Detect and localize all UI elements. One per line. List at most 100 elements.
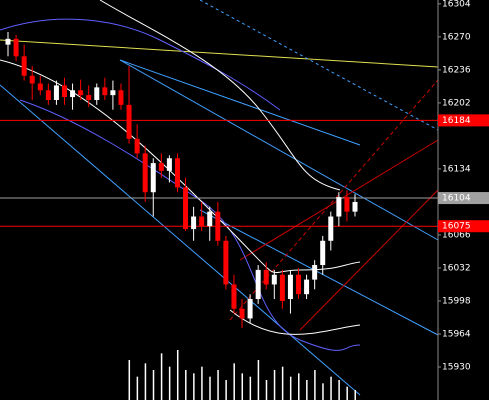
volume-bar bbox=[136, 376, 139, 400]
channel-line bbox=[0, 84, 361, 396]
candle-body bbox=[126, 104, 132, 139]
volume-bar bbox=[241, 373, 244, 400]
candle-body bbox=[255, 269, 261, 300]
candle-body bbox=[191, 216, 197, 230]
volume-bar bbox=[354, 390, 356, 400]
candle-body bbox=[312, 265, 318, 280]
volume-bar bbox=[233, 363, 235, 400]
volume-bar bbox=[193, 373, 195, 400]
volume-bar bbox=[144, 363, 147, 400]
candle-body bbox=[231, 284, 237, 309]
candle-body bbox=[53, 85, 59, 100]
level-tag bbox=[438, 220, 489, 233]
volume-bar bbox=[306, 380, 308, 400]
y-tick-label: 15998 bbox=[442, 296, 471, 306]
level-label: 16104 bbox=[442, 194, 471, 204]
candle-body bbox=[150, 163, 156, 193]
volume-bar bbox=[128, 360, 131, 400]
trend-line bbox=[0, 39, 439, 68]
volume-bar bbox=[176, 350, 179, 400]
candle-body bbox=[110, 90, 116, 96]
candle-body bbox=[166, 158, 172, 171]
y-tick-label: 16304 bbox=[442, 0, 471, 9]
candle-body bbox=[5, 38, 11, 45]
volume-bar bbox=[160, 353, 163, 400]
volume-bar bbox=[346, 386, 348, 400]
candle-body bbox=[344, 197, 350, 212]
candle-body bbox=[45, 90, 51, 100]
channel-line bbox=[119, 59, 361, 146]
candle-body bbox=[247, 299, 253, 319]
candle-body bbox=[78, 90, 84, 96]
candle-body bbox=[134, 138, 140, 154]
band-line bbox=[0, 59, 361, 274]
candle-body bbox=[37, 83, 43, 91]
band-line bbox=[0, 18, 281, 111]
candle-body bbox=[61, 85, 67, 98]
candle-body bbox=[207, 211, 213, 227]
fork-line bbox=[299, 189, 439, 331]
candle-body bbox=[263, 269, 269, 285]
candle-body bbox=[118, 90, 124, 105]
candle-body bbox=[94, 87, 100, 100]
volume-bar bbox=[249, 376, 252, 400]
candle-body bbox=[304, 279, 310, 295]
volume-bar bbox=[298, 373, 300, 400]
y-tick-label: 16032 bbox=[442, 263, 471, 273]
candle-body bbox=[320, 240, 326, 266]
candle-body bbox=[336, 197, 342, 217]
candle-body bbox=[158, 163, 164, 171]
level-label: 16075 bbox=[442, 222, 471, 232]
candle-body bbox=[183, 187, 189, 230]
candle-body bbox=[21, 56, 27, 76]
volume-bar bbox=[185, 370, 187, 400]
candle-body bbox=[239, 308, 245, 319]
volume-bar bbox=[168, 366, 171, 400]
candle-body bbox=[174, 158, 180, 188]
candle-body bbox=[223, 240, 229, 285]
volume-bar bbox=[217, 370, 219, 400]
candle-body bbox=[271, 274, 277, 285]
candle-body bbox=[279, 274, 285, 301]
candle-body bbox=[70, 90, 76, 98]
candle-body bbox=[86, 95, 92, 100]
band-line bbox=[229, 309, 361, 335]
candle-body bbox=[287, 274, 293, 300]
y-tick-label: 16066 bbox=[442, 230, 471, 240]
candle-body bbox=[142, 153, 148, 193]
candle-body bbox=[296, 274, 302, 295]
candle-body bbox=[102, 87, 108, 96]
y-tick-label: 16270 bbox=[442, 32, 471, 42]
level-tag bbox=[438, 192, 489, 205]
y-tick-label: 16134 bbox=[442, 164, 471, 174]
y-tick-label: 15964 bbox=[442, 329, 471, 339]
level-label: 16184 bbox=[442, 116, 471, 126]
y-tick-label: 15930 bbox=[442, 362, 471, 372]
candle-body bbox=[199, 216, 205, 227]
candle-body bbox=[29, 75, 35, 84]
band-line bbox=[19, 99, 361, 351]
volume-bar bbox=[330, 376, 332, 400]
channel-line bbox=[199, 209, 439, 336]
volume-bar bbox=[289, 376, 292, 400]
candle-body bbox=[328, 216, 334, 241]
candle-body bbox=[215, 211, 221, 241]
level-tag bbox=[438, 114, 489, 127]
volume-bar bbox=[265, 380, 268, 400]
volume-bar bbox=[152, 370, 155, 400]
volume-bar bbox=[273, 370, 276, 400]
channel-line bbox=[119, 59, 439, 241]
y-tick-label: 16202 bbox=[442, 98, 471, 108]
band-line bbox=[99, 0, 341, 191]
volume-bar bbox=[314, 370, 316, 400]
volume-bar bbox=[322, 383, 324, 400]
volume-bar bbox=[338, 380, 340, 400]
y-tick-label: 16236 bbox=[442, 65, 471, 75]
volume-bar bbox=[209, 376, 211, 400]
candle-body bbox=[13, 38, 19, 57]
volume-bar bbox=[257, 360, 260, 400]
volume-bar bbox=[201, 366, 203, 400]
volume-bar bbox=[281, 366, 284, 400]
volume-bar bbox=[225, 380, 227, 400]
